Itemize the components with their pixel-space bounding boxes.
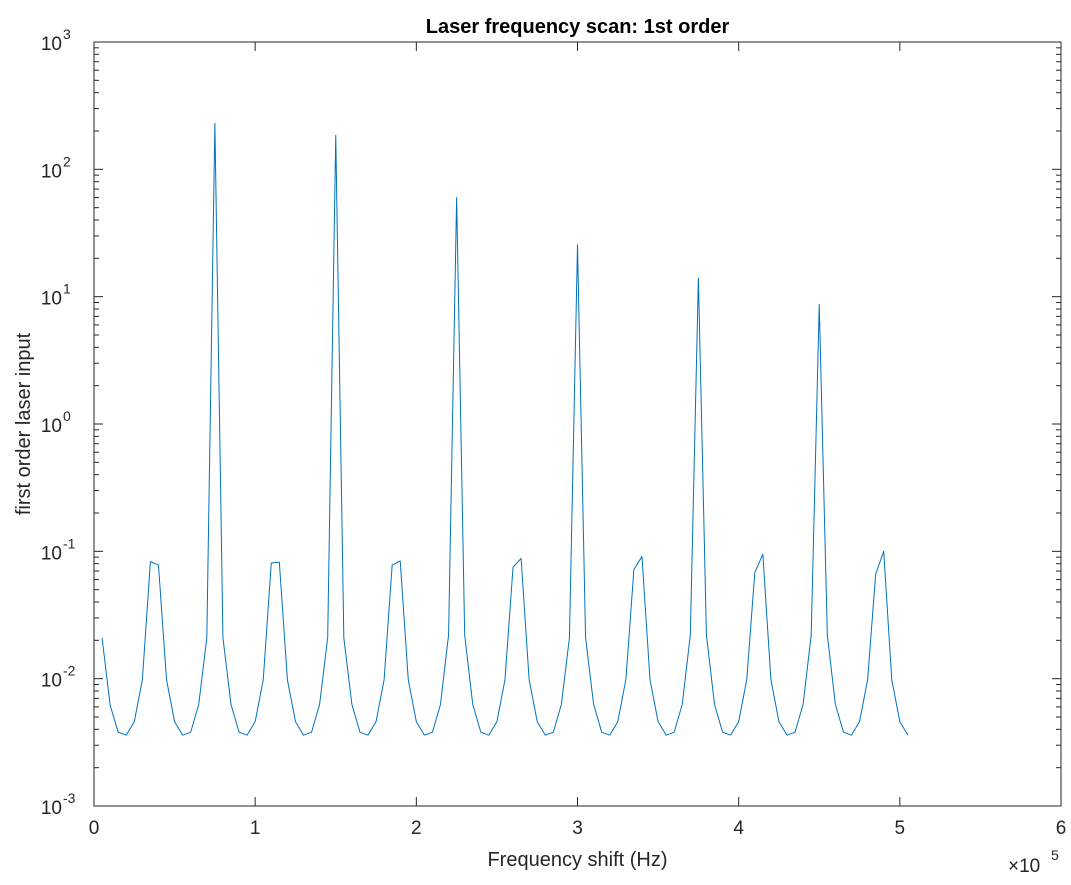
y-tick-label-base: 10	[41, 671, 62, 692]
x-tick-label: 4	[733, 818, 744, 839]
x-multiplier-exponent: 5	[1051, 847, 1059, 863]
x-tick-labels: 0 1 2 3 4 5 6	[89, 818, 1067, 839]
y-tick-label-exponent: 0	[63, 408, 71, 424]
y-axis-label: first order laser input	[13, 332, 35, 515]
y-tick-label-exponent: -3	[63, 790, 76, 806]
x-tick-label: 3	[572, 818, 583, 839]
y-tick-label-base: 10	[41, 416, 62, 437]
y-tick-label: 10 0	[41, 408, 71, 437]
y-tick-label-base: 10	[41, 798, 62, 819]
x-multiplier-base: ×10	[1008, 856, 1040, 877]
x-axis-label: Frequency shift (Hz)	[487, 849, 667, 871]
y-tick-label: 10 -2	[41, 663, 76, 692]
y-tick-label-exponent: -2	[63, 663, 76, 679]
y-tick-label-base: 10	[41, 543, 62, 564]
x-tick-label: 5	[895, 818, 906, 839]
chart-title: Laser frequency scan: 1st order	[426, 16, 730, 38]
x-tick-label: 6	[1056, 818, 1067, 839]
y-tick-label: 10 3	[41, 26, 71, 55]
series-layer	[101, 122, 909, 736]
y-tick-label-exponent: 3	[63, 26, 71, 42]
y-tick-label-base: 10	[41, 289, 62, 310]
y-tick-label-exponent: 2	[63, 153, 71, 169]
x-tick-label: 2	[411, 818, 422, 839]
x-multiplier: ×10 5	[1008, 847, 1059, 877]
y-tick-label-base: 10	[41, 161, 62, 182]
y-tick-label-base: 10	[41, 34, 62, 55]
x-tick-label: 0	[89, 818, 100, 839]
plot-area	[94, 42, 1061, 806]
x-tick-label: 1	[250, 818, 261, 839]
y-tick-label-exponent: 1	[63, 281, 71, 297]
y-tick-label: 10 1	[41, 281, 71, 310]
axes-box	[93, 41, 1062, 807]
y-tick-label: 10 2	[41, 153, 71, 182]
y-tick-label-exponent: -1	[63, 535, 76, 551]
y-tick-label: 10 -1	[41, 535, 76, 564]
y-tick-label: 10 -3	[41, 790, 76, 819]
series-line	[101, 122, 909, 736]
